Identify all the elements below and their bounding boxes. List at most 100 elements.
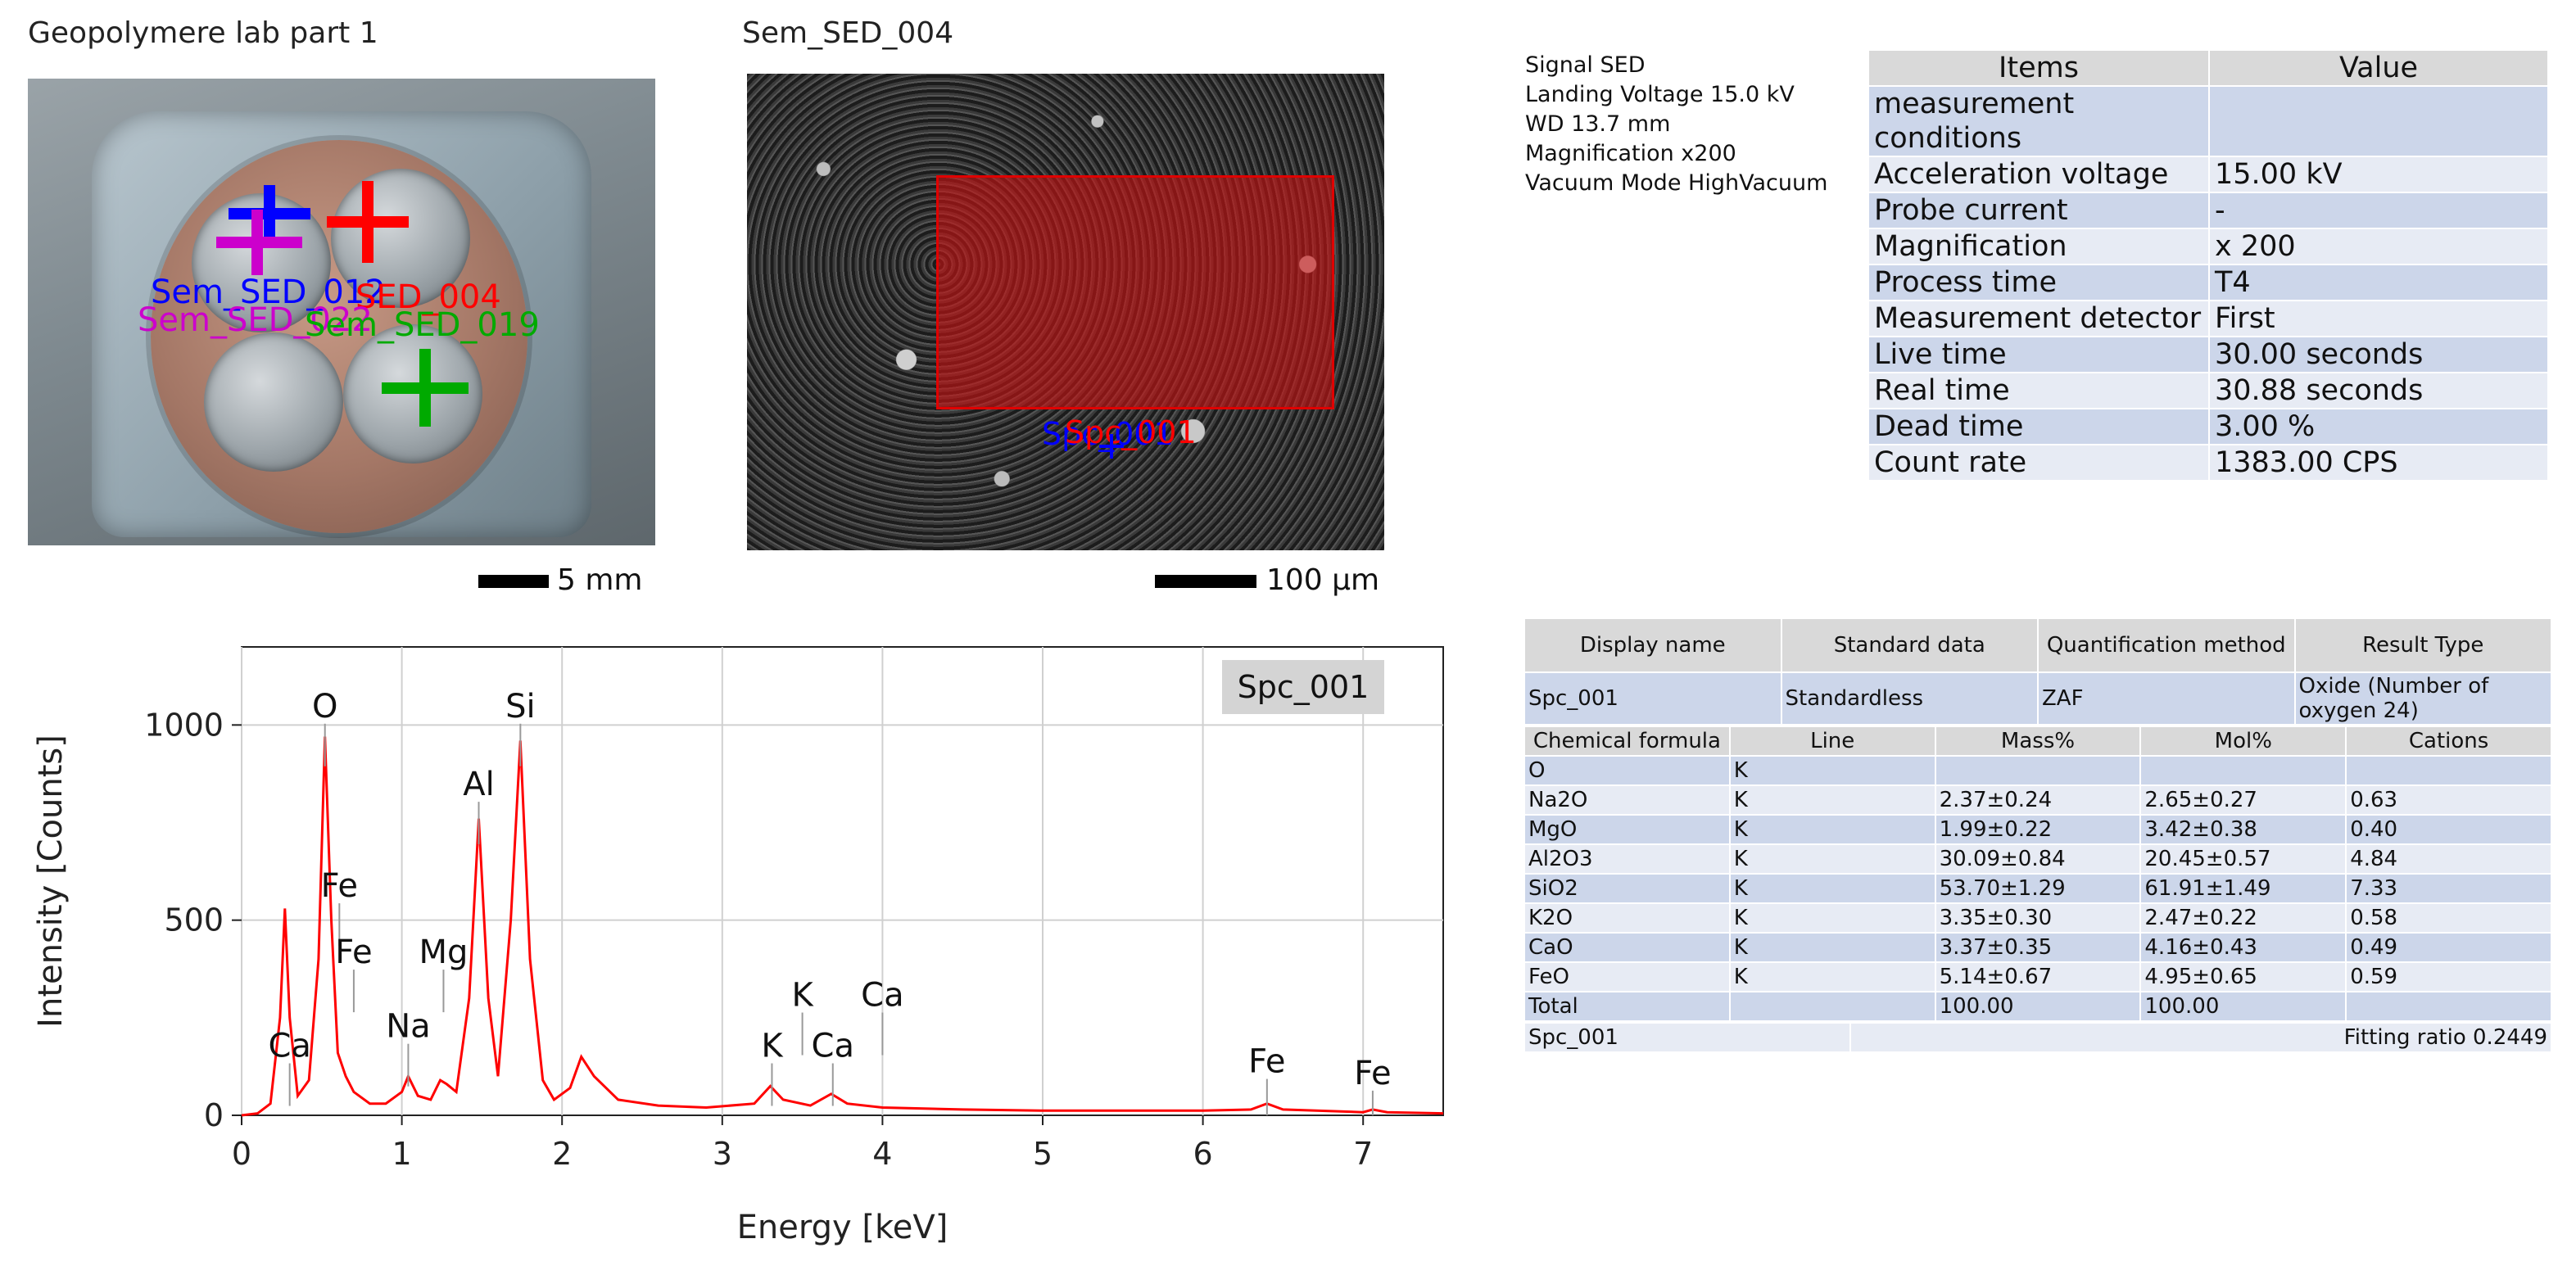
cell: O bbox=[1523, 755, 1731, 786]
peak-label: K bbox=[761, 1028, 784, 1065]
spc-label-red: Spc_001 bbox=[1065, 414, 1197, 450]
spc-quant-method: ZAF bbox=[2037, 671, 2296, 726]
table-row: measurement conditions bbox=[1867, 85, 2549, 157]
analysis-region[interactable] bbox=[936, 175, 1334, 409]
col-header-result-type: Result Type bbox=[2293, 617, 2552, 673]
info-line: WD 13.7 mm bbox=[1525, 111, 1671, 137]
condition-item: Live time bbox=[1867, 336, 2210, 373]
peak-label: Fe bbox=[335, 934, 372, 971]
marker-label-red: SED_004 bbox=[355, 278, 501, 316]
cell: 7.33 bbox=[2345, 873, 2552, 904]
cell: MgO bbox=[1523, 814, 1731, 845]
acquisition-info: Signal SED Landing Voltage 15.0 kV WD 13… bbox=[1525, 51, 1827, 198]
cell: SiO2 bbox=[1523, 873, 1731, 904]
marker-cross-magenta bbox=[216, 210, 302, 275]
table-row: K2O K 3.35±0.30 2.47±0.22 0.58 bbox=[1523, 902, 2552, 934]
cell bbox=[2139, 755, 2347, 786]
cell: 0.40 bbox=[2345, 814, 2552, 845]
cell: 30.09±0.84 bbox=[1934, 843, 2142, 875]
peak-label: Si bbox=[505, 688, 536, 726]
sample-stub-3 bbox=[204, 332, 343, 472]
cell: FeO bbox=[1523, 961, 1731, 992]
cell: 2.37±0.24 bbox=[1934, 784, 2142, 816]
peak-label: Al bbox=[463, 766, 494, 803]
x-axis-label: Energy [keV] bbox=[737, 1209, 948, 1246]
col-header-mass: Mass% bbox=[1934, 726, 2142, 757]
cell: 3.35±0.30 bbox=[1934, 902, 2142, 934]
condition-value: T4 bbox=[2208, 264, 2549, 301]
photo-title: Geopolymere lab part 1 bbox=[28, 16, 378, 50]
peak-label: O bbox=[312, 688, 337, 726]
sem-title: Sem_SED_004 bbox=[742, 16, 954, 50]
cell: 0.49 bbox=[2345, 932, 2552, 963]
y-tick-label: 500 bbox=[164, 902, 224, 938]
condition-item: Process time bbox=[1867, 264, 2210, 301]
col-header-quant-method: Quantification method bbox=[2037, 617, 2296, 673]
cell: K bbox=[1728, 755, 1936, 786]
table-row: SiO2 K 53.70±1.29 61.91±1.49 7.33 bbox=[1523, 873, 2552, 904]
sem-image[interactable]: Spc_001 Spc_001 bbox=[747, 74, 1384, 550]
cell: 100.00 bbox=[1934, 991, 2142, 1022]
cell: Na2O bbox=[1523, 784, 1731, 816]
legend-label: Spc_001 bbox=[1238, 669, 1369, 705]
result-summary-table: Display name Standard data Quantificatio… bbox=[1523, 617, 2552, 726]
condition-item: Acceleration voltage bbox=[1867, 156, 2210, 193]
marker-label-green: Sem_SED_019 bbox=[305, 306, 540, 344]
marker-cross-red bbox=[327, 181, 409, 263]
col-header-value: Value bbox=[2208, 49, 2549, 87]
spc-standard-data: Standardless bbox=[1780, 671, 2039, 726]
x-tick-label: 4 bbox=[872, 1136, 892, 1172]
spc-display-name: Spc_001 bbox=[1523, 671, 1782, 726]
x-tick-label: 6 bbox=[1193, 1136, 1213, 1172]
cell: 1.99±0.22 bbox=[1934, 814, 2142, 845]
condition-value: 15.00 kV bbox=[2208, 156, 2549, 193]
cell: 5.14±0.67 bbox=[1934, 961, 2142, 992]
condition-value: First bbox=[2208, 300, 2549, 337]
cell: K2O bbox=[1523, 902, 1731, 934]
cell bbox=[1934, 755, 2142, 786]
eds-spectrum-chart[interactable]: 0 1 2 3 4 5 6 7 0 500 1000 Energy [keV] Intensity [C… bbox=[0, 631, 1474, 1275]
cell: 3.42±0.38 bbox=[2139, 814, 2347, 845]
marker-cross-blue bbox=[229, 185, 310, 242]
quantification-results: Display name Standard data Quantificatio… bbox=[1523, 617, 2553, 1053]
condition-value: - bbox=[2208, 192, 2549, 229]
cell: K bbox=[1728, 961, 1936, 992]
x-tick-label: 1 bbox=[392, 1136, 412, 1172]
peak-label: K bbox=[791, 977, 814, 1015]
x-tick-label: 5 bbox=[1033, 1136, 1053, 1172]
cell: K bbox=[1728, 814, 1936, 845]
table-row: Acceleration voltage 15.00 kV bbox=[1867, 156, 2549, 193]
cell bbox=[2345, 755, 2552, 786]
col-header-formula: Chemical formula bbox=[1523, 726, 1731, 757]
cell: 4.95±0.65 bbox=[2139, 961, 2347, 992]
cell: 0.58 bbox=[2345, 902, 2552, 934]
col-header-standard-data: Standard data bbox=[1780, 617, 2039, 673]
condition-value: 1383.00 CPS bbox=[2208, 444, 2549, 482]
sem-scale-label: 100 µm bbox=[1266, 563, 1380, 597]
cell: 61.91±1.49 bbox=[2139, 873, 2347, 904]
table-row: Magnification x 200 bbox=[1867, 228, 2549, 265]
peak-label: Mg bbox=[419, 934, 469, 971]
marker-label-blue: Sem_SED_012 bbox=[151, 274, 386, 311]
sem-scale-bar bbox=[1155, 575, 1256, 588]
sample-stub-2 bbox=[331, 169, 470, 308]
measurement-conditions-table: Items Value measurement conditions Accel… bbox=[1867, 49, 2549, 482]
table-row: MgO K 1.99±0.22 3.42±0.38 0.40 bbox=[1523, 814, 2552, 845]
legend-box bbox=[1222, 660, 1384, 714]
cell: 0.63 bbox=[2345, 784, 2552, 816]
position-markers bbox=[216, 181, 469, 427]
sample-holder-photo[interactable]: Sem_SED_012 SED_004 Sem_SED_022 Sem_SED_… bbox=[28, 79, 655, 545]
photo-scale-bar bbox=[478, 575, 549, 588]
cell: K bbox=[1728, 902, 1936, 934]
marker-label-magenta: Sem_SED_022 bbox=[138, 301, 373, 339]
peak-label: Fe bbox=[1248, 1043, 1285, 1081]
element-results-table: Chemical formula Line Mass% Mol% Cations… bbox=[1523, 726, 2552, 1022]
cell: K bbox=[1728, 843, 1936, 875]
condition-item: Count rate bbox=[1867, 444, 2210, 482]
table-row: Live time 30.00 seconds bbox=[1867, 336, 2549, 373]
col-header-cations: Cations bbox=[2345, 726, 2552, 757]
peak-label: Ca bbox=[861, 977, 903, 1015]
condition-item: Dead time bbox=[1867, 408, 2210, 445]
peak-label: Ca bbox=[812, 1028, 854, 1065]
cell: K bbox=[1728, 784, 1936, 816]
